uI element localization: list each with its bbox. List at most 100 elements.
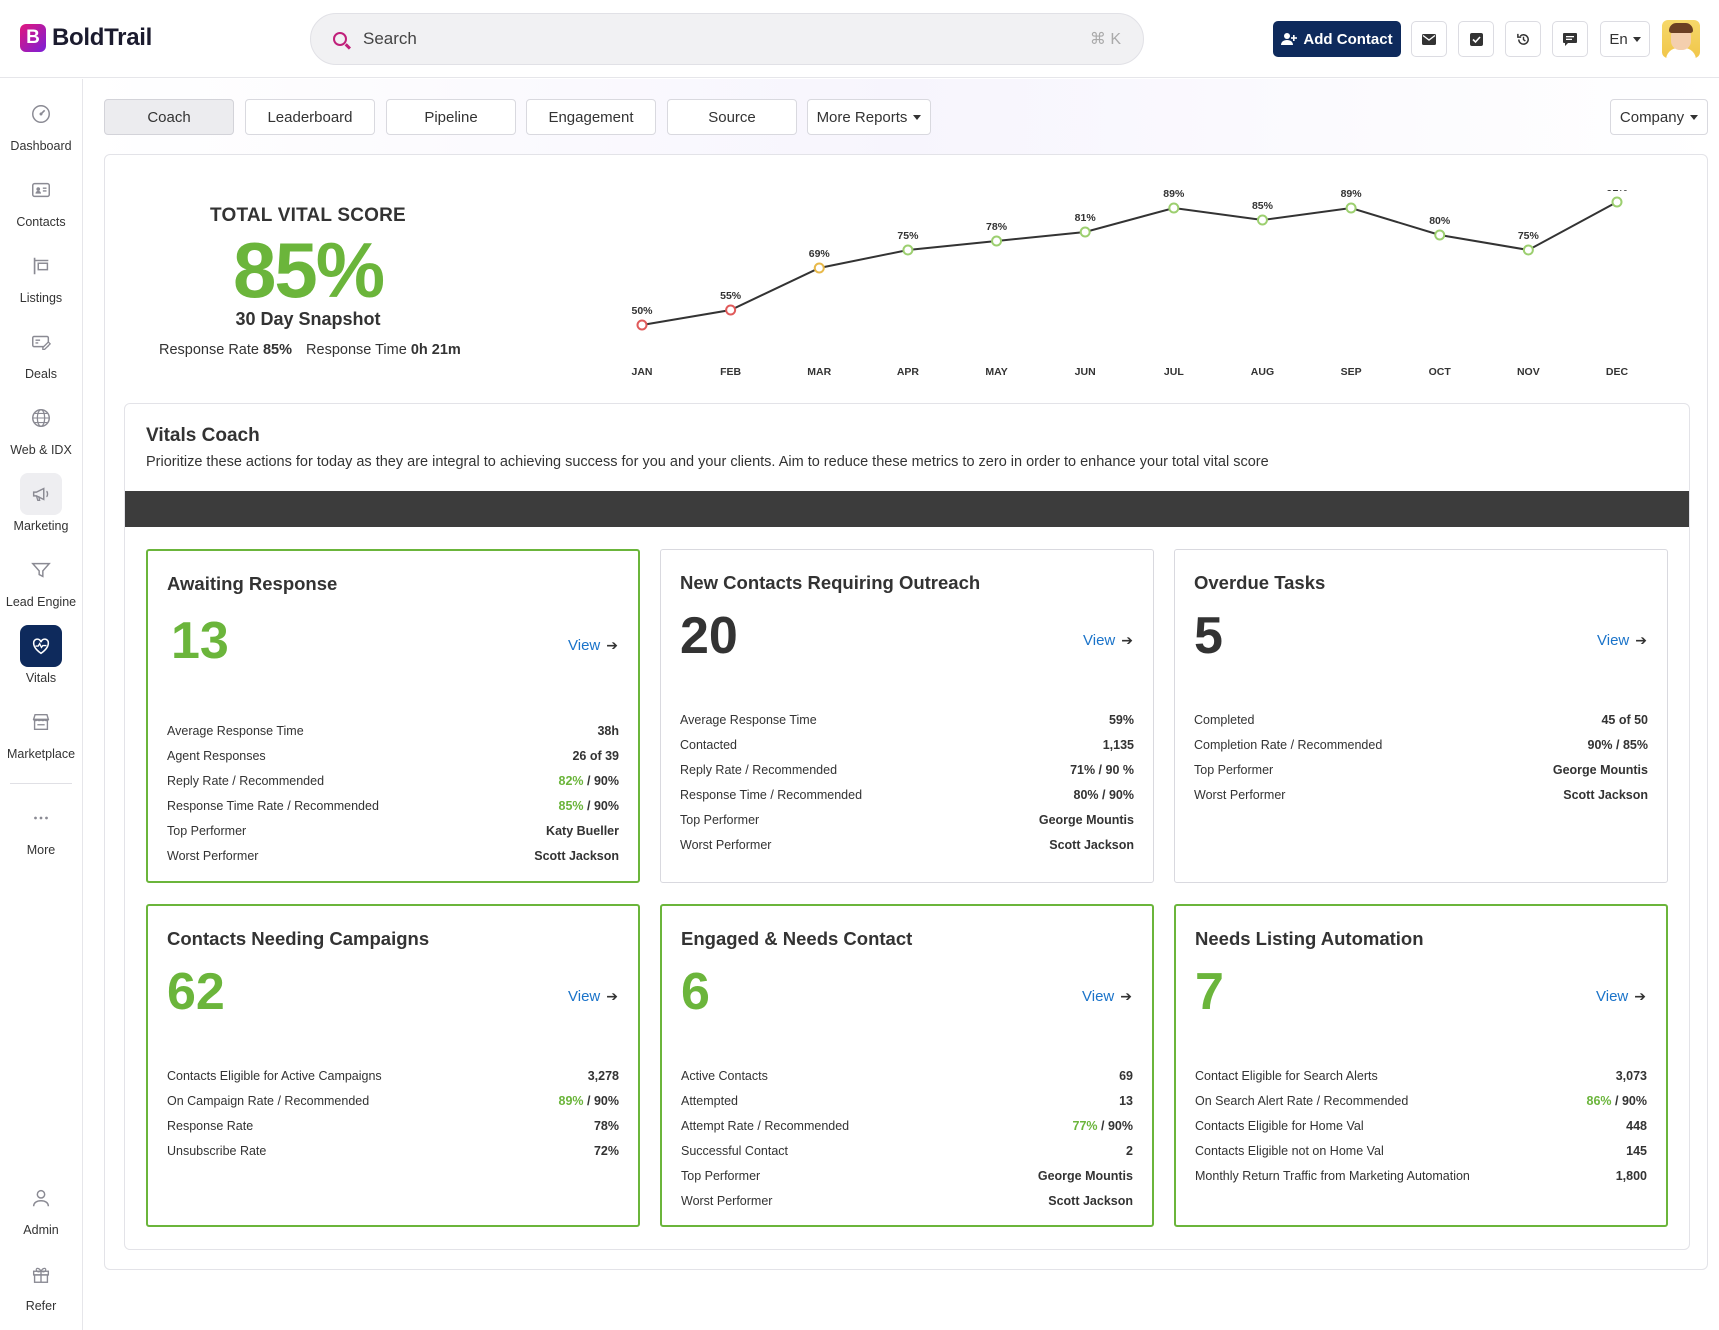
view-link[interactable]: View ➔ xyxy=(1596,988,1646,1005)
sidebar-item-label: Listings xyxy=(19,291,63,305)
data-label: 80% xyxy=(1429,215,1451,227)
avatar-shoulders xyxy=(1666,48,1696,58)
sidebar-item-web-idx[interactable]: Web & IDX xyxy=(0,397,82,457)
tab-label: Pipeline xyxy=(424,108,478,126)
trend-line xyxy=(641,201,1618,326)
chat-bubble-icon xyxy=(1563,32,1577,46)
stat-value: 145 xyxy=(1626,1144,1647,1158)
view-label: View xyxy=(568,988,601,1005)
stat-value-actual: 77% xyxy=(1072,1119,1098,1133)
view-label: View xyxy=(568,637,601,654)
stat-value: George Mountis xyxy=(1037,1169,1133,1183)
data-label: 69% xyxy=(809,248,831,260)
view-link[interactable]: View ➔ xyxy=(1083,632,1133,649)
stat-row: Reply Rate / Recommended 82% / 90% xyxy=(167,769,619,794)
chevron-down-icon xyxy=(1632,36,1641,42)
sidebar-item-label: Marketplace xyxy=(6,747,76,761)
stat-row: Top Performer Katy Bueller xyxy=(167,819,619,844)
sidebar-item-admin[interactable]: Admin xyxy=(0,1177,82,1237)
stat-label: Reply Rate / Recommended xyxy=(680,763,838,777)
stat-value-actual: 89% xyxy=(558,1094,584,1108)
brand-logo-text: BoldTrail xyxy=(52,24,152,51)
tab-pipeline[interactable]: Pipeline xyxy=(386,99,516,135)
sidebar-item-deals[interactable]: Deals xyxy=(0,321,82,381)
card-title: New Contacts Requiring Outreach xyxy=(680,572,981,593)
stat-value: 2 xyxy=(1126,1144,1133,1158)
stat-value: Katy Bueller xyxy=(546,824,619,838)
view-link[interactable]: View ➔ xyxy=(1082,988,1132,1005)
tasks-button[interactable] xyxy=(1458,21,1494,57)
data-point xyxy=(1611,196,1623,208)
sidebar-item-more[interactable]: More xyxy=(0,797,82,857)
stat-label: Agent Responses xyxy=(167,749,266,763)
user-avatar[interactable] xyxy=(1662,20,1700,58)
stat-label: Worst Performer xyxy=(681,1194,773,1208)
tab-leaderboard[interactable]: Leaderboard xyxy=(245,99,375,135)
stat-label: Reply Rate / Recommended xyxy=(167,774,325,788)
gauge-icon xyxy=(20,93,62,135)
sidebar-item-marketplace[interactable]: Marketplace xyxy=(0,701,82,761)
view-link[interactable]: View ➔ xyxy=(568,988,618,1005)
search-input[interactable]: Search xyxy=(363,29,417,48)
chevron-down-icon xyxy=(1690,114,1699,120)
stat-label: Average Response Time xyxy=(680,713,817,727)
sidebar-item-marketing[interactable]: Marketing xyxy=(0,473,82,533)
tab-label: Leaderboard xyxy=(267,108,353,126)
response-rate-value: 85% xyxy=(262,342,293,358)
stat-value: 13 xyxy=(1119,1094,1133,1108)
sidebar-item-label: Dashboard xyxy=(10,139,72,153)
sidebar-item-contacts[interactable]: Contacts xyxy=(0,169,82,229)
tab-engagement[interactable]: Engagement xyxy=(526,99,656,135)
score-metrics: Response Rate 85% Response Time 0h 21m xyxy=(159,342,471,358)
stat-row: Contacted 1,135 xyxy=(680,733,1134,758)
sidebar-item-label: Contacts xyxy=(16,215,66,229)
x-tick-label: JUN xyxy=(1075,366,1096,378)
stat-row: Monthly Return Traffic from Marketing Au… xyxy=(1195,1164,1647,1189)
tab-source[interactable]: Source xyxy=(667,99,797,135)
sidebar-item-label: Refer xyxy=(25,1299,57,1313)
data-label: 85% xyxy=(1252,200,1274,212)
language-selector[interactable]: En xyxy=(1600,21,1650,57)
company-dropdown[interactable]: Company xyxy=(1610,99,1708,135)
sidebar-item-dashboard[interactable]: Dashboard xyxy=(0,93,82,153)
stat-label: Top Performer xyxy=(167,824,247,838)
stat-label: Top Performer xyxy=(681,1169,761,1183)
sidebar-item-refer[interactable]: Refer xyxy=(0,1253,82,1313)
data-point xyxy=(636,319,648,331)
stat-value: 1,135 xyxy=(1102,738,1134,752)
score-value: 85% xyxy=(232,226,385,314)
sidebar-item-label: Lead Engine xyxy=(5,595,77,609)
stat-label: Attempted xyxy=(681,1094,738,1108)
messages-button[interactable] xyxy=(1552,21,1588,57)
history-icon xyxy=(1516,33,1529,45)
stat-value: 78% xyxy=(593,1119,619,1133)
global-search[interactable]: Search ⌘ K xyxy=(310,13,1144,65)
add-contact-button[interactable]: Add Contact xyxy=(1273,21,1401,57)
stat-row: Unsubscribe Rate 72% xyxy=(167,1139,619,1164)
card-value: 62 xyxy=(167,963,225,1021)
sidebar-divider xyxy=(10,783,72,784)
card-overdue-tasks: Overdue Tasks 5 View ➔ Completed 45 of 50 … xyxy=(1174,549,1668,883)
stat-label: Contacted xyxy=(680,738,737,752)
more-reports-dropdown[interactable]: More Reports xyxy=(807,99,931,135)
email-button[interactable] xyxy=(1411,21,1447,57)
sidebar-item-vitals[interactable]: Vitals xyxy=(0,625,82,685)
stat-row: Top Performer George Mountis xyxy=(680,808,1134,833)
view-link[interactable]: View ➔ xyxy=(568,637,618,654)
brand-logo[interactable]: B BoldTrail xyxy=(20,24,152,52)
sidebar-item-lead-engine[interactable]: Lead Engine xyxy=(0,549,82,609)
view-link[interactable]: View ➔ xyxy=(1597,632,1647,649)
stat-label: Top Performer xyxy=(680,813,760,827)
stat-row: Contacts Eligible for Active Campaigns 3,… xyxy=(167,1064,619,1089)
x-tick-label: SEP xyxy=(1341,366,1362,378)
stat-value-recommended: / 90% xyxy=(1097,1119,1133,1133)
stat-label: Attempt Rate / Recommended xyxy=(681,1119,850,1133)
history-button[interactable] xyxy=(1505,21,1541,57)
sidebar-item-listings[interactable]: Listings xyxy=(0,245,82,305)
avatar-hair xyxy=(1669,23,1693,33)
tab-coach[interactable]: Coach xyxy=(104,99,234,135)
sign-post-icon xyxy=(20,245,62,287)
stat-value: George Mountis xyxy=(1552,763,1648,777)
stat-row: Contacts Eligible for Home Val 448 xyxy=(1195,1114,1647,1139)
view-label: View xyxy=(1083,632,1116,649)
